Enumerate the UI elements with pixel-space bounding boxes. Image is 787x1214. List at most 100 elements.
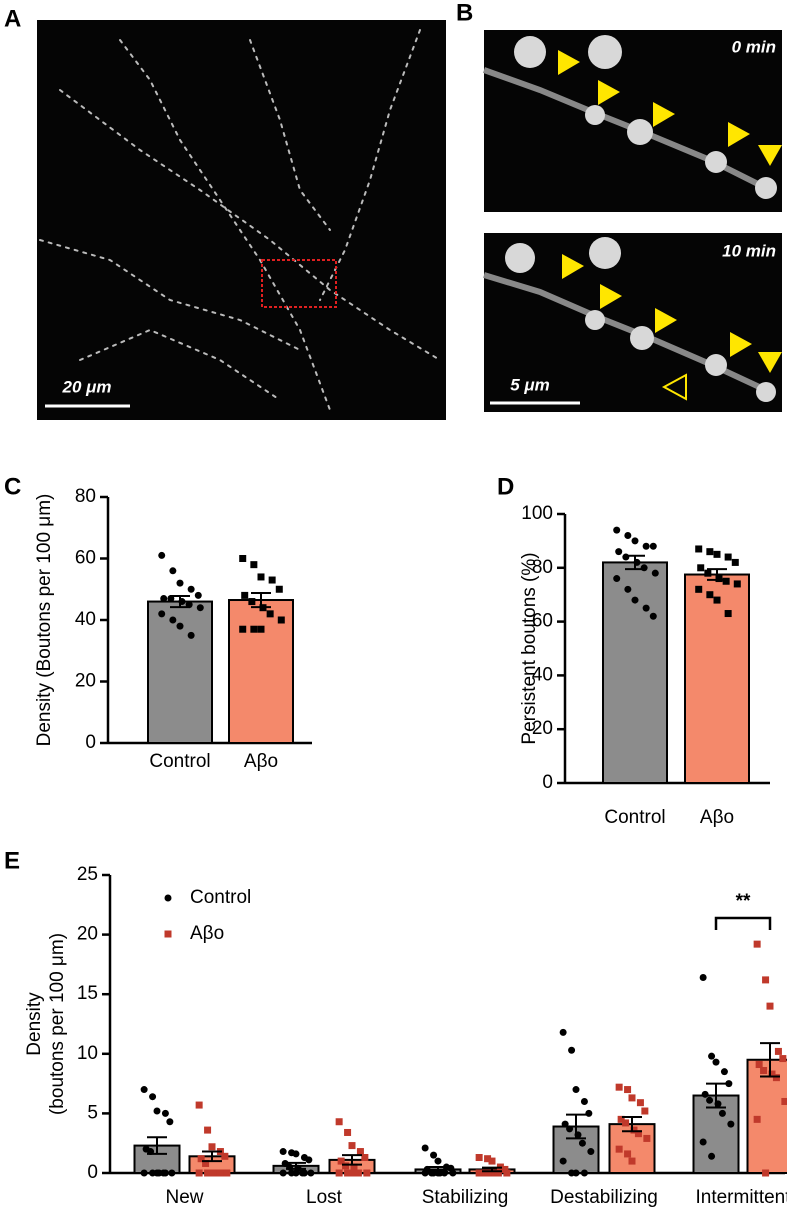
y-axis-label: Density [24, 992, 45, 1056]
x-tick-label: Stabilizing [422, 1187, 509, 1208]
data-point [624, 585, 632, 593]
scale-label: 20 μm [62, 377, 112, 396]
data-point [733, 580, 741, 588]
data-point [335, 1118, 343, 1126]
boutons [482, 35, 777, 402]
data-point [196, 604, 204, 612]
data-point [762, 976, 770, 984]
data-point [197, 1155, 205, 1163]
data-point [781, 1097, 787, 1105]
data-point [194, 591, 202, 599]
data-point [713, 550, 721, 558]
data-point [300, 1169, 308, 1177]
data-point [708, 1052, 716, 1060]
y-tick-label: 80 [532, 557, 553, 578]
data-point [615, 1145, 623, 1153]
y-tick-label: 20 [75, 671, 96, 692]
data-point [166, 1118, 174, 1126]
data-point [572, 1169, 580, 1177]
data-point [335, 1169, 343, 1177]
data-point [344, 1128, 352, 1136]
data-point [731, 558, 739, 566]
y-tick-label: 80 [75, 486, 96, 507]
data-point [266, 610, 274, 618]
data-point [636, 1099, 644, 1107]
roi-box [261, 259, 337, 308]
data-point [250, 625, 258, 633]
data-point [766, 1002, 774, 1010]
data-point [434, 1157, 442, 1165]
data-point [624, 532, 632, 540]
panel-letter: C [4, 473, 21, 500]
data-point [706, 1096, 714, 1104]
data-point [208, 1143, 216, 1151]
data-point [475, 1169, 483, 1177]
y-axis-label: (boutons per 100 μm) [47, 933, 68, 1115]
time-label: 0 min [732, 37, 776, 56]
x-tick-label: Control [604, 807, 665, 828]
data-point [753, 940, 761, 948]
data-point [475, 1154, 483, 1162]
data-point [642, 542, 650, 550]
data-point [722, 577, 730, 585]
data-point [195, 1101, 203, 1109]
data-point [195, 1169, 203, 1177]
data-point [202, 1159, 210, 1167]
data-point [566, 1125, 574, 1133]
data-point [140, 1169, 148, 1177]
data-point [216, 1169, 224, 1177]
data-point [158, 551, 166, 559]
y-tick-label: 20 [77, 924, 98, 945]
time-label: 10 min [722, 241, 776, 260]
data-point [223, 1169, 231, 1177]
y-tick-label: 60 [75, 548, 96, 569]
data-point [615, 548, 623, 556]
data-point [279, 1148, 287, 1156]
data-point [421, 1144, 429, 1152]
data-point [643, 1134, 651, 1142]
arrowheads [558, 50, 782, 401]
data-point [160, 594, 168, 602]
bar [602, 561, 668, 784]
x-tick-label: Control [149, 751, 210, 772]
data-point [762, 1169, 770, 1177]
y-tick-label: 40 [75, 609, 96, 630]
data-point [622, 1119, 630, 1127]
legend-marker [164, 930, 172, 938]
data-point [585, 1109, 593, 1117]
panel-letter: D [497, 473, 514, 500]
data-point [706, 591, 714, 599]
data-point [440, 1169, 448, 1177]
data-point [631, 596, 639, 604]
data-point [488, 1157, 496, 1165]
data-point [169, 567, 177, 575]
data-point [559, 1157, 567, 1165]
data-point [755, 1061, 763, 1069]
data-point [706, 548, 714, 556]
legend-label: Aβo [190, 923, 224, 944]
data-point [760, 1066, 768, 1074]
data-point [641, 1107, 649, 1115]
data-point [292, 1150, 300, 1158]
y-tick-label: 25 [77, 864, 98, 885]
data-point [701, 1090, 709, 1098]
data-point [713, 596, 721, 604]
data-point [307, 1169, 315, 1177]
data-point [342, 1162, 350, 1170]
data-point [153, 1169, 161, 1177]
data-point [695, 545, 703, 553]
data-point [350, 1163, 358, 1171]
data-point [275, 585, 283, 593]
data-point [697, 564, 705, 572]
data-point [651, 569, 659, 577]
data-point [161, 1169, 169, 1177]
data-point [354, 1169, 362, 1177]
x-tick-label: Aβo [244, 751, 278, 772]
data-point [634, 1130, 642, 1138]
significance-bracket [714, 916, 772, 930]
bar [228, 599, 294, 745]
data-point [187, 585, 195, 593]
y-tick-label: 0 [542, 772, 553, 793]
data-point [615, 1083, 623, 1091]
data-point [640, 564, 648, 572]
